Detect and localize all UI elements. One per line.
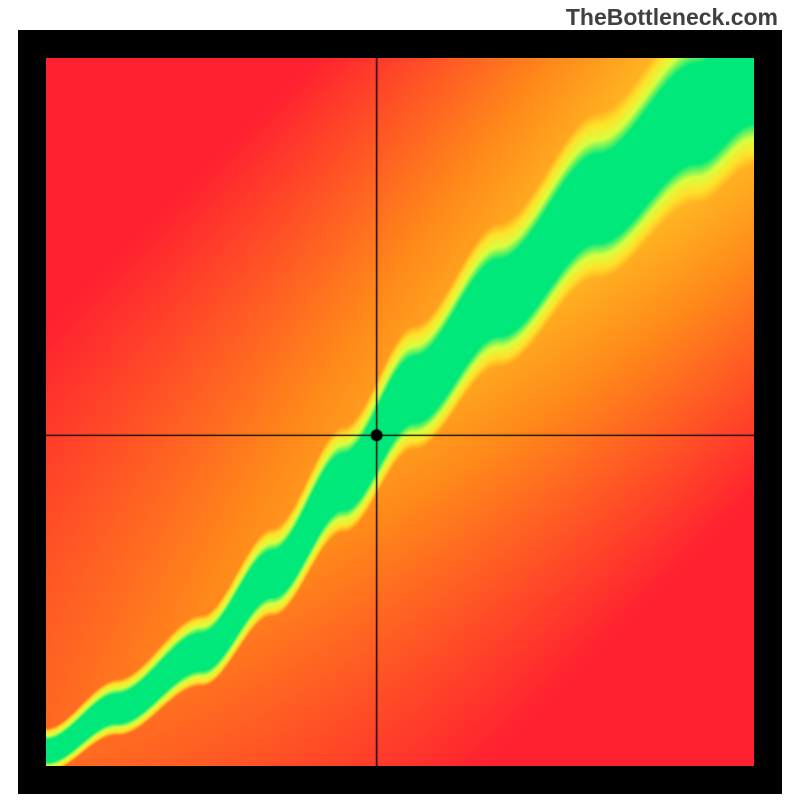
chart-container: TheBottleneck.com bbox=[0, 0, 800, 800]
heatmap-canvas bbox=[46, 58, 754, 766]
chart-frame bbox=[18, 30, 782, 794]
watermark-text: TheBottleneck.com bbox=[566, 4, 778, 31]
